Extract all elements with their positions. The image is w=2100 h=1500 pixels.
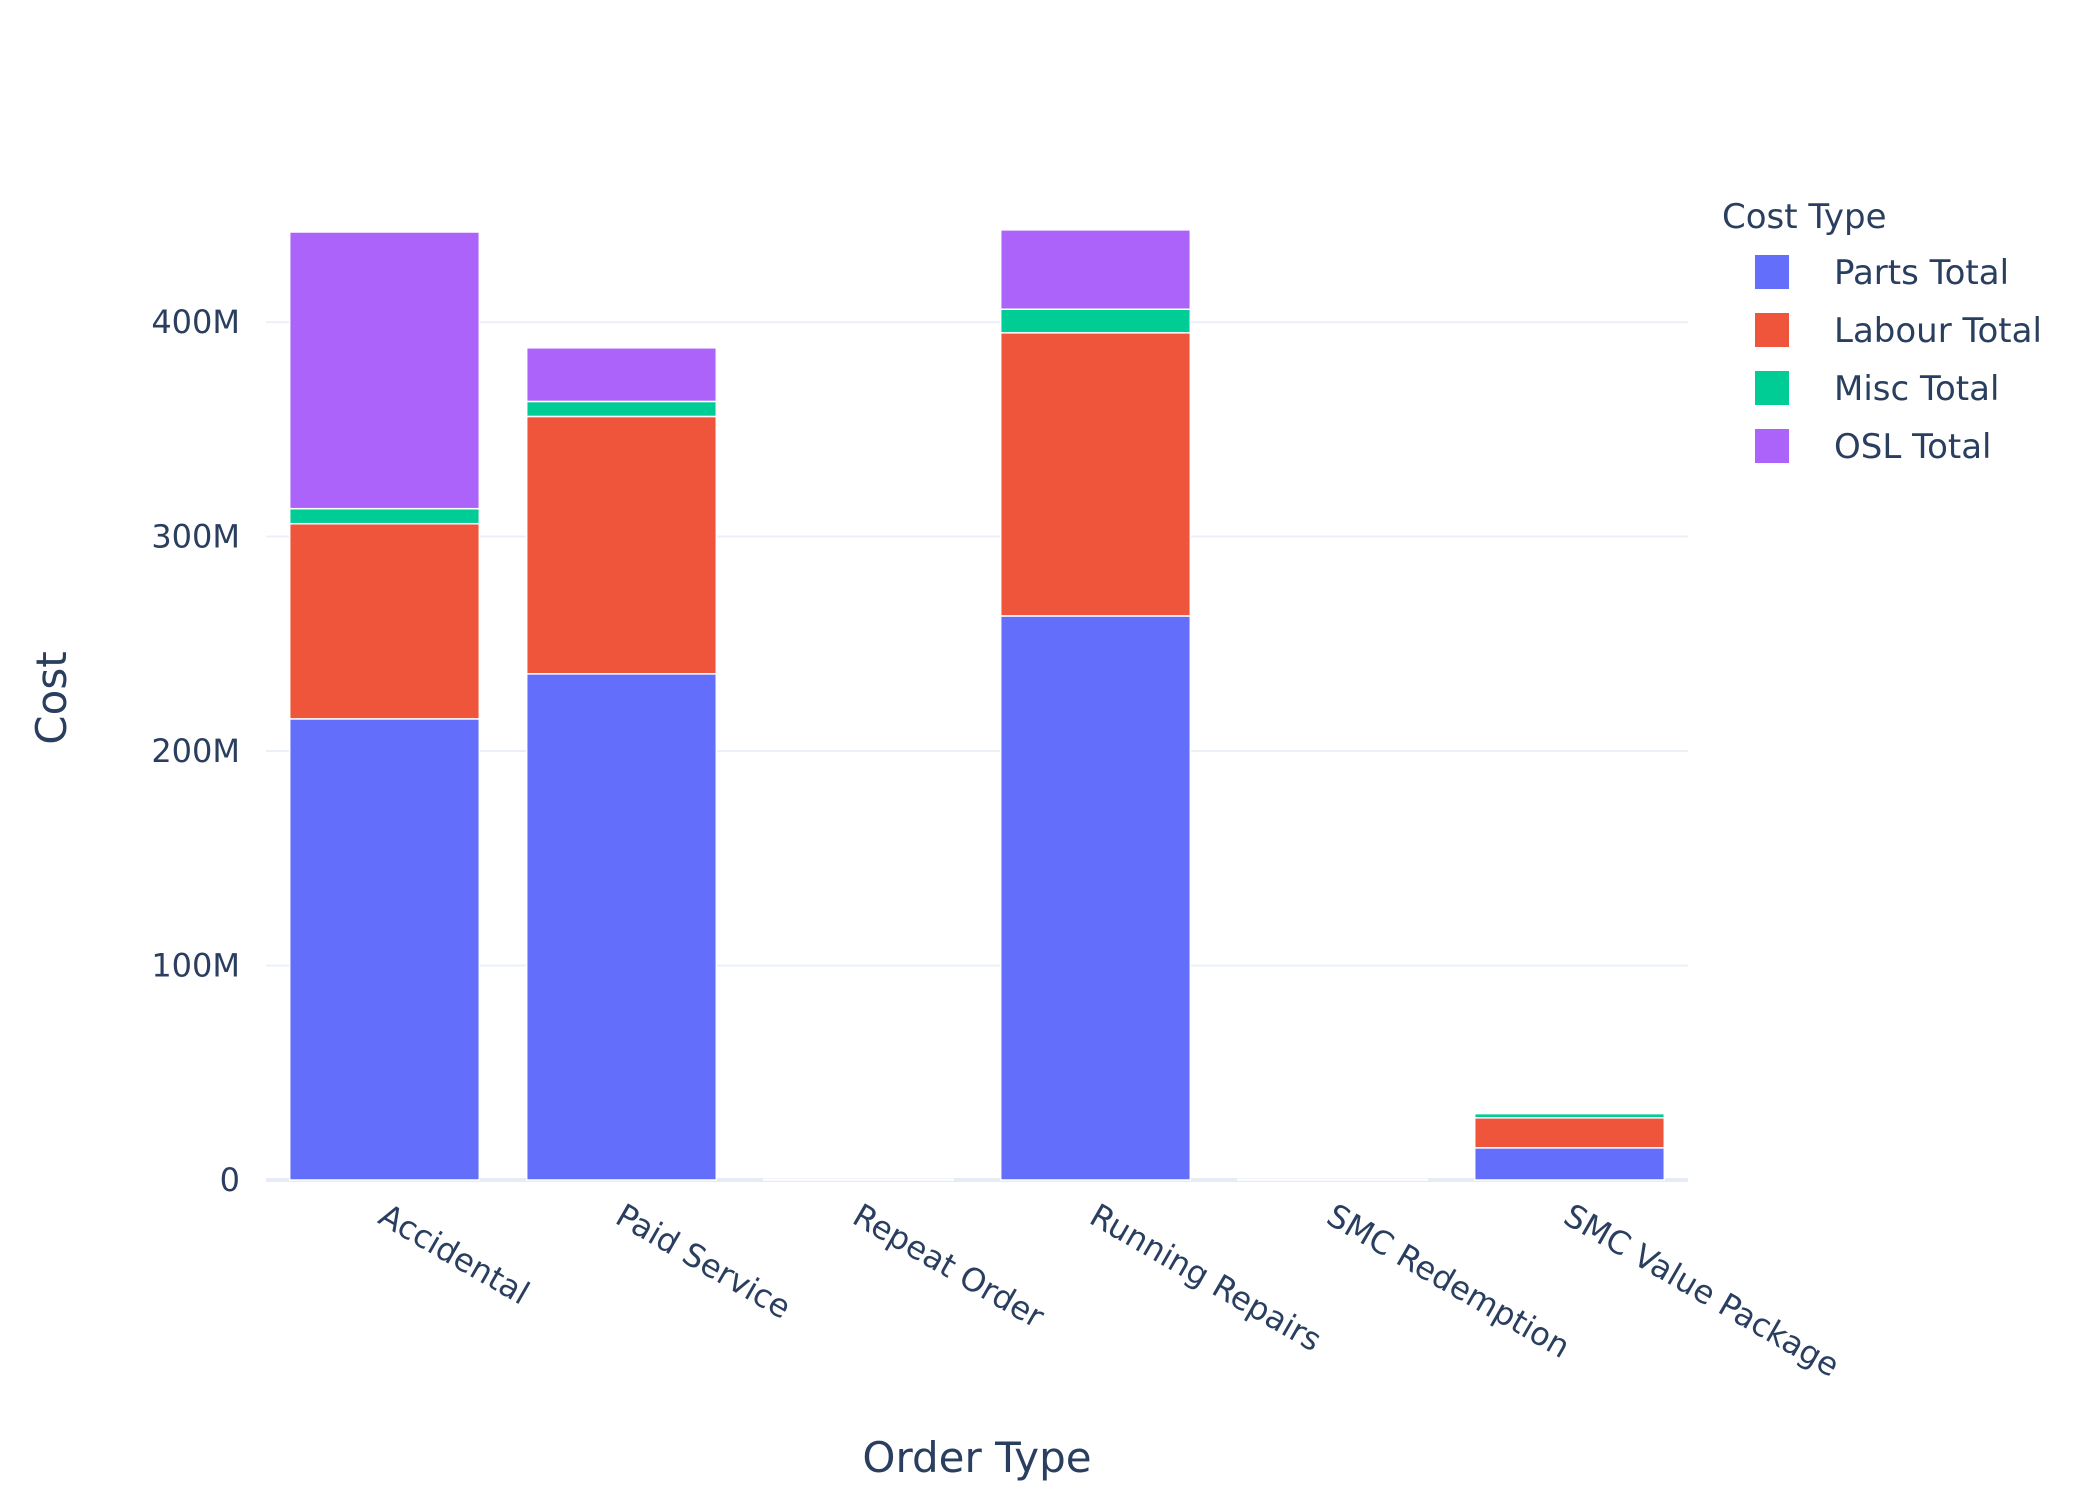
bar-segment (525, 415, 718, 675)
legend-item-label: Misc Total (1834, 369, 1999, 409)
legend-swatch (1755, 429, 1789, 463)
x-tick-label: Paid Service (610, 1196, 798, 1326)
y-tick-label: 300M (151, 518, 240, 556)
legend-swatch (1755, 255, 1789, 289)
legend-item-label: OSL Total (1834, 427, 1992, 467)
x-tick-label: Repeat Order (847, 1196, 1052, 1336)
legend-title: Cost Type (1722, 197, 1887, 237)
legend-swatch (1755, 371, 1789, 405)
legend-item-label: Labour Total (1834, 311, 2042, 351)
bar-segment (288, 522, 481, 720)
x-tick-label: SMC Redemption (1321, 1196, 1577, 1366)
bar-segment (288, 231, 481, 510)
bar-segment (525, 673, 718, 1181)
x-axis-ticks: Accidental Paid Service Repeat Order Runnin… (373, 1196, 1846, 1384)
y-gridlines (266, 321, 1688, 1182)
legend-item-label: Parts Total (1834, 253, 2009, 293)
bar-segment (999, 229, 1192, 310)
y-tick-label: 400M (151, 303, 240, 341)
y-tick-label: 200M (151, 732, 240, 770)
bar-segment (1473, 1147, 1666, 1181)
x-axis-title: Order Type (862, 1433, 1091, 1482)
bars (288, 229, 1666, 1181)
bar-segment (288, 718, 481, 1181)
y-tick-label: 100M (151, 947, 240, 985)
x-tick-label: Running Repairs (1084, 1196, 1329, 1359)
legend: Cost Type Parts Total Labour Total Misc To… (1722, 197, 2042, 467)
x-tick-label: Accidental (373, 1196, 536, 1312)
bar-segment (288, 507, 481, 525)
bar-segment (999, 308, 1192, 334)
bar-segment (525, 347, 718, 403)
bar-segment (525, 400, 718, 418)
bar-segment (999, 615, 1192, 1181)
y-tick-label: 0 (220, 1161, 240, 1199)
legend-swatch (1755, 313, 1789, 347)
bar-segment (999, 332, 1192, 617)
bar-segment (1473, 1117, 1666, 1149)
x-tick-label: SMC Value Package (1558, 1196, 1846, 1384)
y-axis-title: Cost (27, 651, 76, 744)
y-axis-ticks: 0 100M 200M 300M 400M (151, 303, 240, 1199)
bar-segment (1473, 1111, 1666, 1115)
